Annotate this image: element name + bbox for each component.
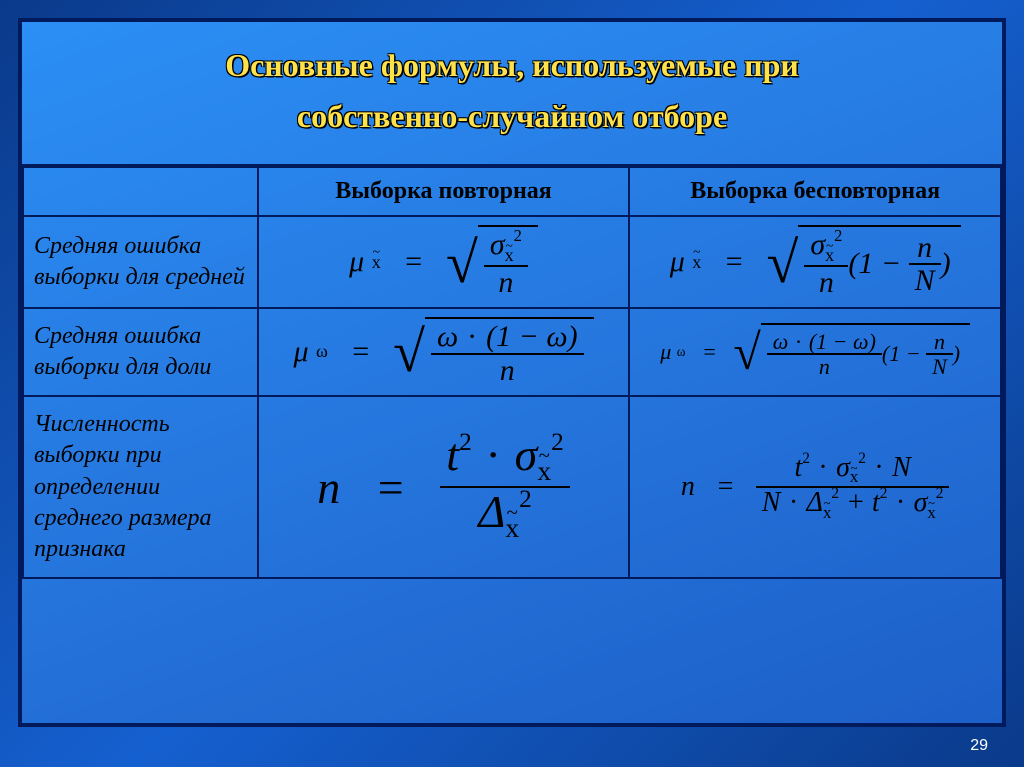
page-number: 29 bbox=[970, 737, 988, 755]
title-band: Основные формулы, используемые при собст… bbox=[22, 22, 1002, 166]
slide-frame: Основные формулы, используемые при собст… bbox=[18, 18, 1006, 727]
table-row: Средняя ошибка выборки для средней μx = … bbox=[23, 216, 1001, 307]
title-line-2: собственно-случайном отборе bbox=[32, 91, 992, 142]
table-row: Численность выборки при определении сред… bbox=[23, 396, 1001, 578]
col-spacer bbox=[23, 167, 258, 216]
table-row: Средняя ошибка выборки для доли μω = √ ω… bbox=[23, 308, 1001, 396]
row-label-share-error: Средняя ошибка выборки для доли bbox=[23, 308, 258, 396]
col-repeated: Выборка повторная bbox=[258, 167, 630, 216]
table-header-row: Выборка повторная Выборка бесповторная bbox=[23, 167, 1001, 216]
formula-table: Выборка повторная Выборка бесповторная С… bbox=[22, 166, 1002, 579]
col-nonrepeated: Выборка бесповторная bbox=[629, 167, 1001, 216]
formula-mu-mean-repeated: μx = √ σx2 n bbox=[258, 216, 630, 307]
title-line-1: Основные формулы, используемые при bbox=[32, 40, 992, 91]
row-label-sample-size: Численность выборки при определении сред… bbox=[23, 396, 258, 578]
row-label-mean-error: Средняя ошибка выборки для средней bbox=[23, 216, 258, 307]
formula-n-repeated: n = t2 · σx2 Δx2 bbox=[258, 396, 630, 578]
formula-mu-mean-nonrepeated: μx = √ σx2 n (1 − n bbox=[629, 216, 1001, 307]
formula-mu-share-repeated: μω = √ ω · (1 − ω) n bbox=[258, 308, 630, 396]
formula-mu-share-nonrepeated: μω = √ ω · (1 − ω) n (1 − n bbox=[629, 308, 1001, 396]
formula-n-nonrepeated: n = t2 · σx2 · N N · Δx2 + t2 · σx2 bbox=[629, 396, 1001, 578]
